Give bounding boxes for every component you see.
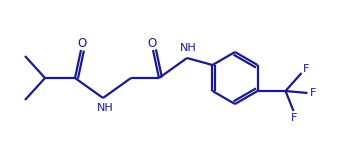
Text: NH: NH <box>180 43 197 53</box>
Text: F: F <box>291 113 298 123</box>
Text: F: F <box>303 64 310 74</box>
Text: O: O <box>147 36 157 50</box>
Text: O: O <box>77 36 87 50</box>
Text: F: F <box>310 88 317 98</box>
Text: NH: NH <box>96 103 113 113</box>
